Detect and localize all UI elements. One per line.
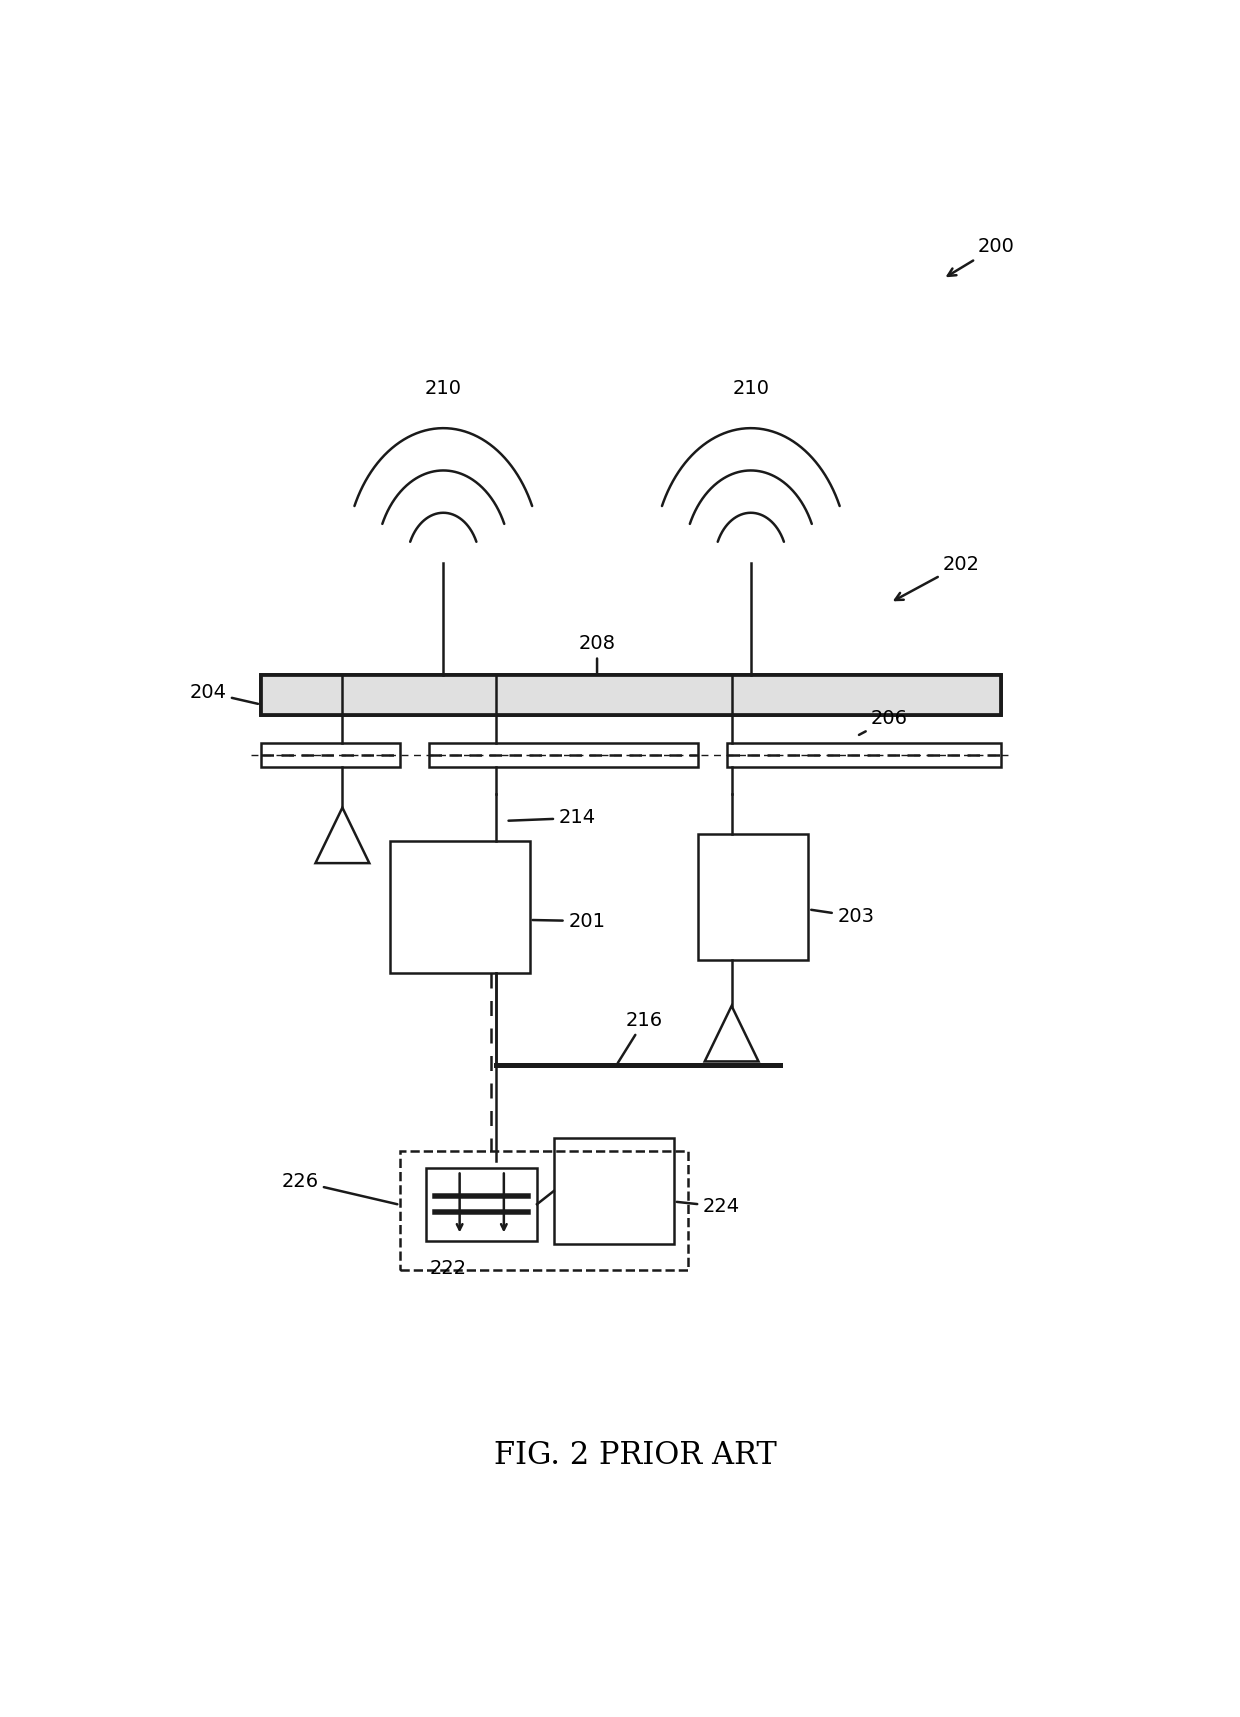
Text: 200: 200	[947, 237, 1014, 276]
Text: 222: 222	[430, 1259, 467, 1277]
Text: 208: 208	[579, 634, 615, 673]
Text: 216: 216	[618, 1011, 663, 1063]
Bar	[401, 1152, 688, 1271]
Text: 203: 203	[811, 907, 874, 925]
Text: FIG. 2 PRIOR ART: FIG. 2 PRIOR ART	[494, 1441, 777, 1471]
Bar	[554, 1138, 675, 1243]
Text: 226: 226	[281, 1173, 397, 1204]
Bar	[427, 1168, 537, 1241]
Text: 206: 206	[859, 709, 908, 735]
Bar	[260, 675, 1001, 714]
Polygon shape	[704, 1006, 759, 1061]
Text: 214: 214	[508, 809, 595, 828]
Polygon shape	[315, 807, 370, 864]
Bar	[391, 841, 529, 974]
Text: 224: 224	[677, 1197, 740, 1216]
Bar	[260, 743, 401, 766]
Bar	[698, 834, 808, 960]
Bar	[260, 675, 1001, 714]
Bar	[429, 743, 698, 766]
Text: 210: 210	[425, 379, 461, 398]
Text: 201: 201	[532, 912, 605, 931]
Text: 210: 210	[733, 379, 769, 398]
Text: 204: 204	[190, 683, 258, 704]
Bar	[727, 743, 1001, 766]
Text: 202: 202	[895, 555, 980, 599]
